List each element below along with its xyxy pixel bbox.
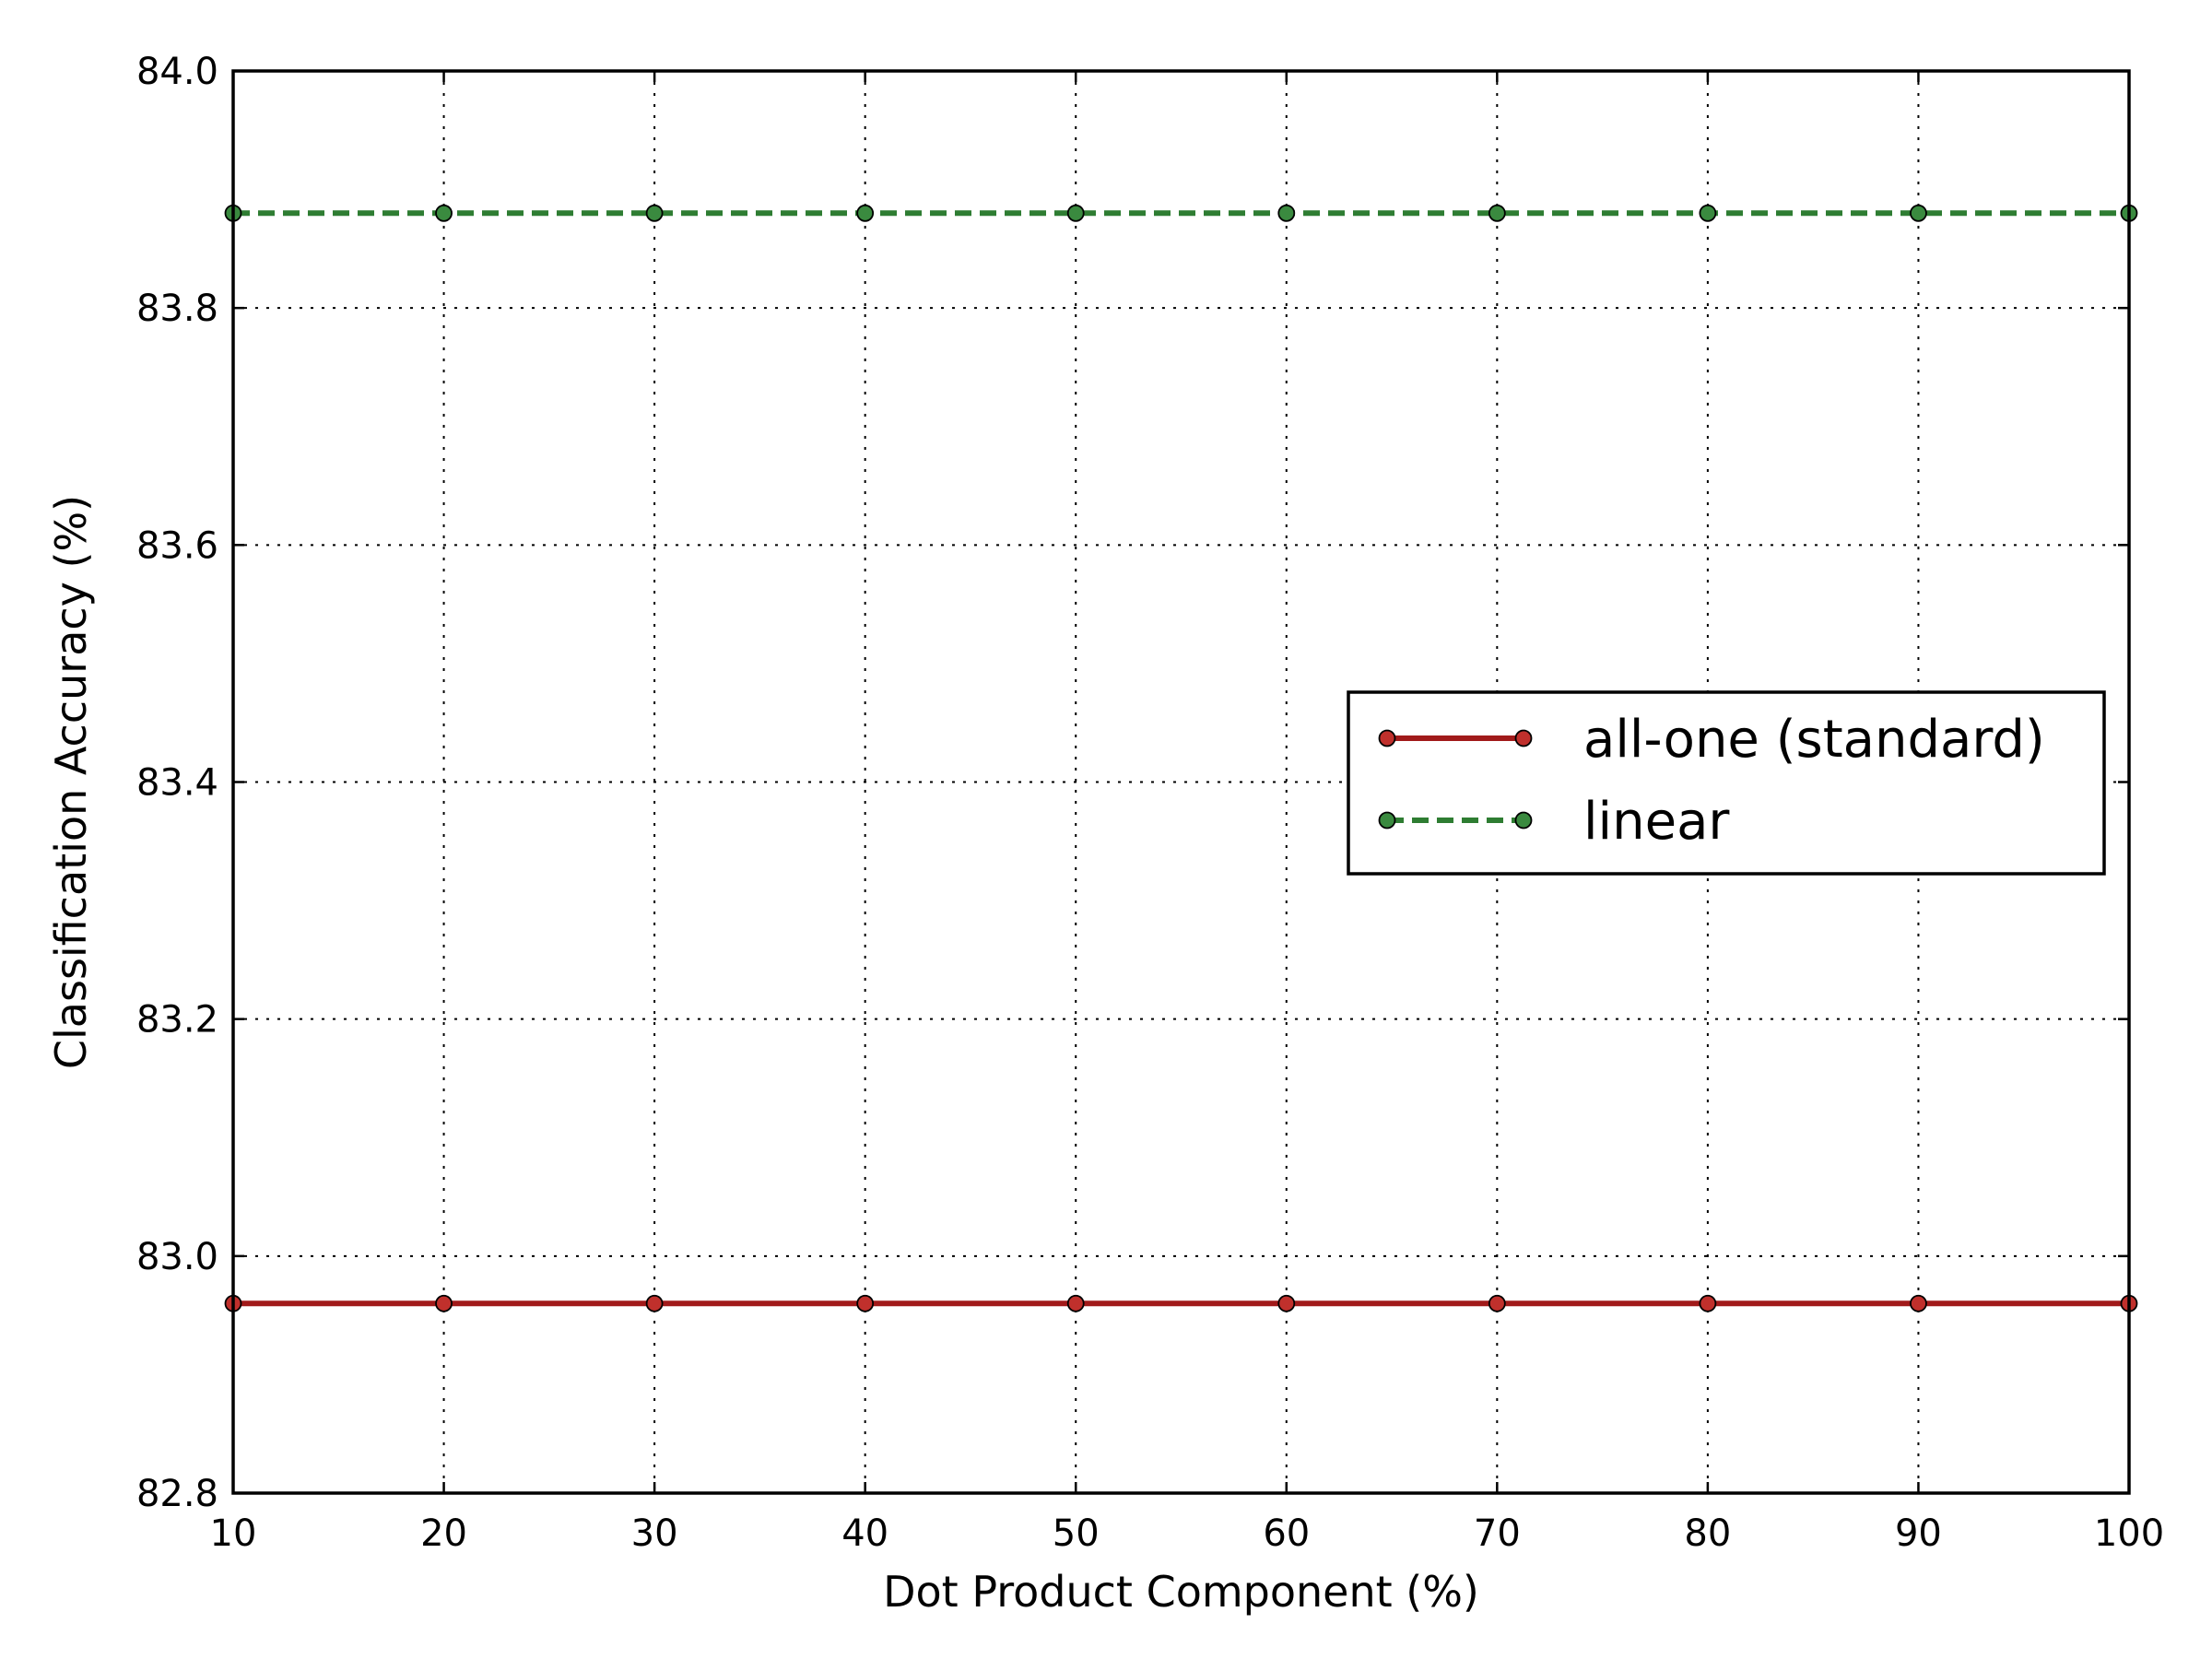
legend-label: all-one (standard): [1583, 710, 2045, 770]
x-tick-label: 70: [1474, 1512, 1521, 1555]
x-tick-label: 20: [420, 1512, 467, 1555]
x-tick-label: 60: [1263, 1512, 1310, 1555]
data-point: [645, 1294, 664, 1312]
tick-labels: 10 20 30 40 50 60 70 80 90 100 82.8 83.0 83.2 83.4 83.…: [136, 51, 2164, 1555]
x-tick-label: 40: [841, 1512, 888, 1555]
x-tick-label: 10: [210, 1512, 257, 1555]
data-point: [856, 204, 875, 222]
y-tick-label: 83.4: [136, 762, 218, 805]
data-point: [435, 204, 453, 222]
data-point: [1699, 204, 1717, 222]
series-layer: [224, 204, 2138, 1312]
series-1: [224, 204, 2138, 222]
legend-marker: [1514, 811, 1533, 830]
x-tick-label: 90: [1895, 1512, 1942, 1555]
legend-entry: linear: [1378, 792, 1730, 852]
y-tick-label: 83.2: [136, 999, 218, 1041]
legend: all-one (standard) linear: [1347, 690, 2106, 876]
data-point: [1488, 204, 1506, 222]
legend-entry: all-one (standard): [1378, 710, 2045, 770]
legend-label: linear: [1583, 792, 1730, 852]
data-point: [1066, 204, 1085, 222]
data-point: [1066, 1294, 1085, 1312]
y-tick-label: 83.0: [136, 1236, 218, 1278]
data-point: [1277, 1294, 1296, 1312]
y-axis-label: Classification Accuracy (%): [46, 495, 96, 1069]
series-0: [224, 1294, 2138, 1312]
y-tick-label: 84.0: [136, 51, 218, 93]
data-point: [1488, 1294, 1506, 1312]
y-tick-label: 83.8: [136, 288, 218, 330]
x-tick-label: 80: [1684, 1512, 1731, 1555]
data-point: [1910, 1294, 1927, 1312]
y-tick-label: 82.8: [136, 1473, 218, 1515]
data-point: [645, 204, 664, 222]
legend-marker: [1514, 729, 1533, 747]
y-tick-label: 83.6: [136, 524, 218, 567]
data-point: [1910, 204, 1927, 222]
data-point: [435, 1294, 453, 1312]
data-point: [856, 1294, 875, 1312]
grid-lines: [233, 71, 2129, 1493]
axis-ticks: [231, 69, 2131, 1495]
legend-entries: all-one (standard) linear: [1378, 710, 2045, 852]
data-point: [1277, 204, 1296, 222]
legend-marker: [1378, 811, 1396, 830]
x-tick-label: 30: [631, 1512, 678, 1555]
x-tick-label: 50: [1053, 1512, 1100, 1555]
x-tick-label: 100: [2094, 1512, 2164, 1555]
x-axis-label: Dot Product Component (%): [883, 1567, 1479, 1617]
legend-box: [1347, 690, 2106, 876]
legend-marker: [1378, 729, 1396, 747]
data-point: [1699, 1294, 1717, 1312]
